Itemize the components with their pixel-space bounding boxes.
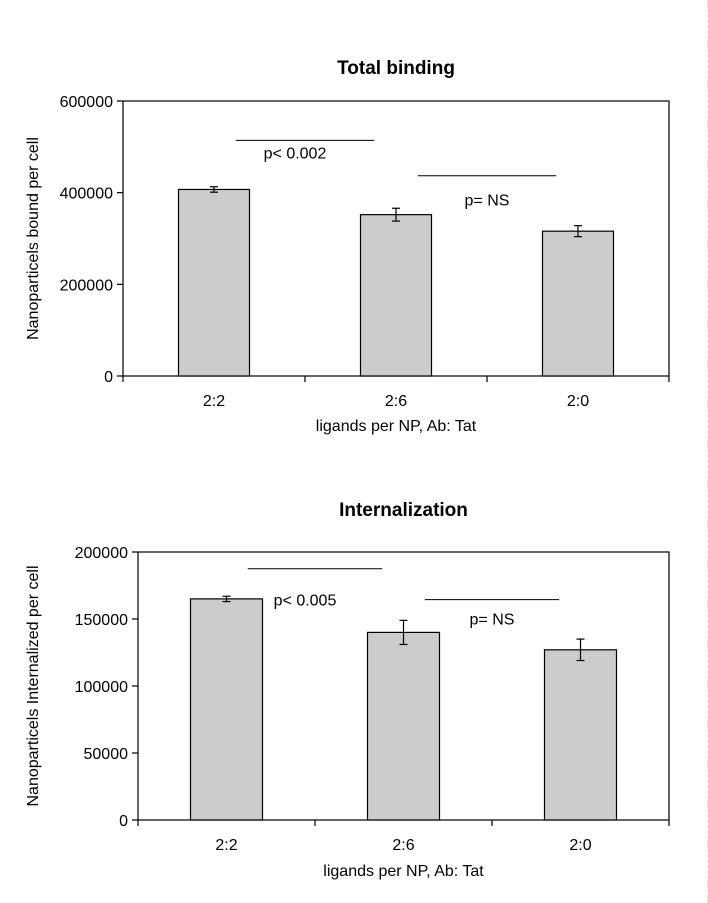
bar-2-2 bbox=[177, 188, 251, 377]
x-tick-label: 2:2 bbox=[215, 837, 237, 854]
y-tick-label: 100000 bbox=[75, 679, 128, 696]
x-tick-label: 2:0 bbox=[569, 837, 591, 854]
chart-title: Internalization bbox=[339, 500, 468, 521]
x-tick-label: 2:6 bbox=[392, 837, 414, 854]
y-tick-label: 0 bbox=[119, 813, 128, 830]
bar-2-6 bbox=[366, 631, 441, 821]
y-tick-label: 200000 bbox=[75, 545, 128, 562]
y-tick-label: 400000 bbox=[60, 186, 113, 203]
y-axis-label: Nanoparticels Internalized per cell bbox=[25, 565, 42, 806]
bar-2-2 bbox=[189, 598, 264, 821]
bar-2-0 bbox=[543, 649, 618, 821]
x-axis-label: ligands per NP, Ab: Tat bbox=[323, 863, 484, 880]
y-tick-label: 50000 bbox=[84, 746, 129, 763]
significance-label: p= NS bbox=[470, 611, 515, 628]
x-tick-label: 2:2 bbox=[203, 393, 225, 410]
x-tick-label: 2:0 bbox=[567, 393, 589, 410]
chart-2: Internalization 0 50000 100000 150000 200000 2… bbox=[25, 500, 670, 880]
x-axis-label: ligands per NP, Ab: Tat bbox=[316, 418, 477, 435]
y-tick-label: 600000 bbox=[60, 94, 113, 111]
chart-title: Total binding bbox=[337, 58, 455, 79]
y-tick-label: 150000 bbox=[75, 612, 128, 629]
chart-1: Total binding 0 200000 400000 600000 2:2 2:6 2:… bbox=[25, 58, 670, 435]
y-tick-label: 0 bbox=[104, 369, 113, 386]
bar-2-0 bbox=[541, 230, 615, 377]
significance-label: p< 0.002 bbox=[264, 145, 327, 162]
significance-label: p< 0.005 bbox=[274, 593, 337, 610]
significance-label: p= NS bbox=[465, 193, 510, 210]
y-tick-label: 200000 bbox=[60, 277, 113, 294]
bar-2-6 bbox=[359, 214, 433, 377]
x-tick-label: 2:6 bbox=[385, 393, 407, 410]
y-axis-label: Nanoparticels bound per cell bbox=[25, 137, 42, 340]
